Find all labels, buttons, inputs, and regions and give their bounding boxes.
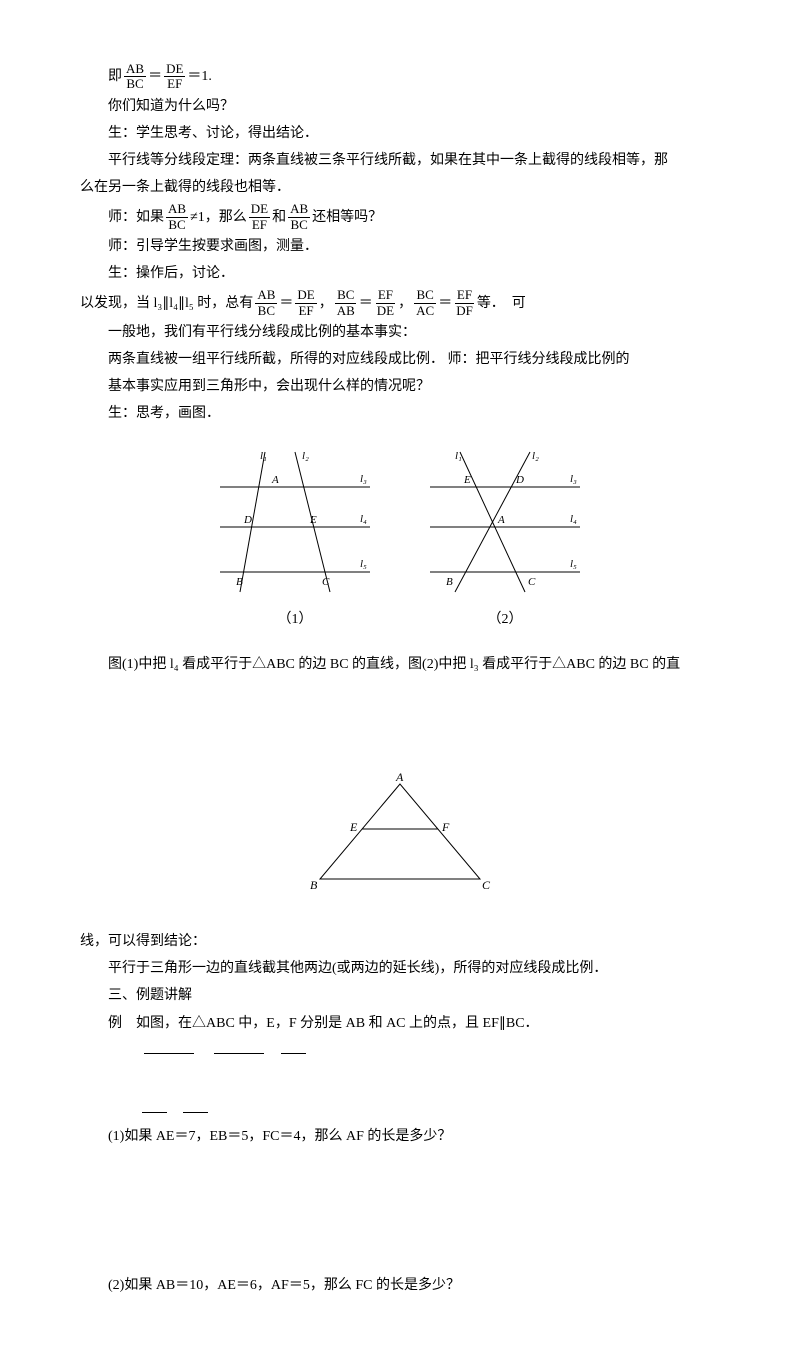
figure-2: l₁ l₂ l₃ l₄ l₅ E D A B C （2） [420, 447, 590, 632]
svg-text:B: B [310, 878, 318, 892]
figure-1: l₁ l₂ l₃ l₄ l₅ A D E B C （1） [210, 447, 380, 632]
text-line: 两条直线被一组平行线所截，所得的对应线段成比例． 师：把平行线分线段成比例的 [80, 347, 720, 372]
svg-text:E: E [463, 474, 471, 486]
svg-text:B: B [236, 576, 243, 588]
fraction: EFDF [454, 288, 475, 318]
svg-text:l₄: l₄ [570, 513, 577, 525]
svg-text:C: C [482, 878, 491, 892]
svg-text:A: A [395, 770, 404, 784]
triangle-figure: A E F B C [80, 769, 720, 899]
fraction-ab-bc: AB BC [124, 62, 146, 92]
svg-text:C: C [322, 576, 330, 588]
svg-text:l₄: l₄ [360, 513, 367, 525]
fraction: BCAB [335, 288, 357, 318]
spacer [80, 1211, 720, 1271]
svg-text:l₂: l₂ [302, 450, 309, 462]
text: ≠1，那么 [190, 205, 247, 230]
svg-text:A: A [271, 474, 279, 486]
equation-line-1: 即 AB BC ＝ DE EF ＝1. [80, 62, 720, 92]
fraction-de-ef: DE EF [164, 62, 185, 92]
blank [281, 1039, 306, 1054]
text-line: 你们知道为什么吗？ [80, 94, 720, 119]
text: 等． 可 [477, 291, 526, 316]
blank [144, 1039, 194, 1054]
comma: ， [398, 291, 412, 316]
svg-text:l₂: l₂ [532, 450, 539, 462]
triangle-svg: A E F B C [300, 769, 500, 899]
equals-one: ＝1. [187, 64, 212, 89]
fraction: AB BC [166, 202, 188, 232]
eq: ＝ [279, 291, 293, 316]
text-line: 生：学生思考、讨论，得出结论． [80, 121, 720, 146]
svg-text:l₃: l₃ [360, 473, 367, 485]
question-2: (2)如果 AB＝10，AE＝6，AF＝5，那么 FC 的长是多少？ [80, 1273, 720, 1298]
text: 以发现，当 l₃∥l₄∥l₅ 时，总有 [80, 291, 253, 316]
svg-text:A: A [497, 514, 505, 526]
spacer [80, 1065, 720, 1095]
eq: ＝ [438, 291, 452, 316]
diagram-1-svg: l₁ l₂ l₃ l₄ l₅ A D E B C [210, 447, 380, 597]
spacer [80, 1151, 720, 1211]
fraction: BCAC [414, 288, 436, 318]
blanks-row-2 [80, 1097, 720, 1122]
spacer [80, 679, 720, 739]
question-1: (1)如果 AE＝7，EB＝5，FC＝4，那么 AF 的长是多少？ [80, 1124, 720, 1149]
text-line: 平行线等分线段定理：两条直线被三条平行线所截，如果在其中一条上截得的线段相等，那 [80, 148, 720, 173]
figure-2-caption: （2） [420, 607, 590, 632]
figure-1-caption: （1） [210, 607, 380, 632]
text: 还相等吗？ [312, 205, 382, 230]
fraction: DE EF [249, 202, 270, 232]
section-heading: 三、例题讲解 [80, 983, 720, 1008]
text-line: 生：思考，画图． [80, 401, 720, 426]
text-line: 例 如图，在△ABC 中，E，F 分别是 AB 和 AC 上的点，且 EF∥BC… [80, 1011, 720, 1036]
svg-text:D: D [515, 474, 524, 486]
text-line: 师：引导学生按要求画图，测量． [80, 234, 720, 259]
text-line: 线，可以得到结论： [80, 929, 720, 954]
figures-row: l₁ l₂ l₃ l₄ l₅ A D E B C （1） l₁ l₂ l₃ l₄ l₅ E D A [80, 447, 720, 632]
svg-text:C: C [528, 576, 536, 588]
text-line: 图(1)中把 l₄ 看成平行于△ABC 的边 BC 的直线，图(2)中把 l₃ … [80, 652, 720, 677]
fraction: ABBC [255, 288, 277, 318]
text-line: 生：操作后，讨论． [80, 261, 720, 286]
text: 师：如果 [108, 205, 164, 230]
svg-text:E: E [309, 514, 317, 526]
diagram-2-svg: l₁ l₂ l₃ l₄ l₅ E D A B C [420, 447, 590, 597]
blank [142, 1098, 167, 1113]
blank [214, 1039, 264, 1054]
svg-text:D: D [243, 514, 252, 526]
svg-text:E: E [349, 820, 358, 834]
fraction: EFDE [375, 288, 396, 318]
svg-text:l₅: l₅ [570, 558, 577, 570]
svg-text:F: F [441, 820, 450, 834]
svg-text:l₁: l₁ [455, 450, 462, 462]
blank [183, 1098, 208, 1113]
text-line: 平行于三角形一边的直线截其他两边(或两边的延长线)，所得的对应线段成比例． [80, 956, 720, 981]
text-line: 一般地，我们有平行线分线段成比例的基本事实： [80, 320, 720, 345]
svg-text:l₁: l₁ [260, 450, 267, 462]
equation-line-2: 师：如果 AB BC ≠1，那么 DE EF 和 AB BC 还相等吗？ [80, 202, 720, 232]
eq: ＝ [359, 291, 373, 316]
text: 和 [272, 205, 286, 230]
fraction: AB BC [288, 202, 310, 232]
svg-text:l₃: l₃ [570, 473, 577, 485]
svg-text:l₅: l₅ [360, 558, 367, 570]
equation-line-3: 以发现，当 l₃∥l₄∥l₅ 时，总有 ABBC ＝ DEEF ， BCAB ＝… [80, 288, 720, 318]
fraction: DEEF [295, 288, 316, 318]
comma: ， [319, 291, 333, 316]
blanks-row-1 [80, 1038, 720, 1063]
svg-text:B: B [446, 576, 453, 588]
equals: ＝ [148, 64, 162, 89]
text-line: 么在另一条上截得的线段也相等． [80, 175, 720, 200]
text: 即 [108, 64, 122, 89]
text-line: 基本事实应用到三角形中，会出现什么样的情况呢？ [80, 374, 720, 399]
